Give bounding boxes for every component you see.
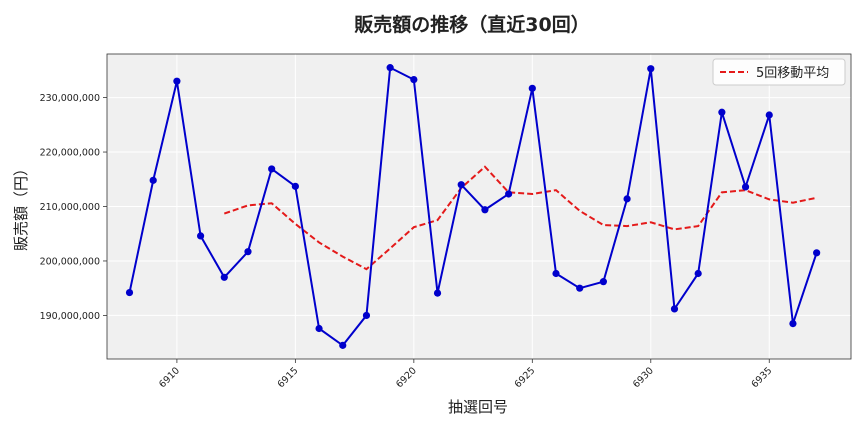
sales-point [813,249,821,257]
sales-point [481,206,489,214]
y-tick-label: 230,000,000 [40,93,100,104]
sales-point [694,269,702,278]
sales-point [647,65,655,73]
x-tick-label: 6935 [749,365,774,390]
sales-point [362,311,371,320]
chart-title: 販売額の推移（直近30回） [354,13,589,36]
sales-point [457,181,465,189]
sales-point [410,75,418,84]
sales-point [125,288,134,297]
sales-point [196,232,205,240]
sales-point [718,108,726,116]
x-tick-label: 6920 [394,365,419,390]
sales-point [505,190,513,198]
sales-point [576,284,584,292]
sales-point [339,341,347,349]
sales-point [173,77,181,85]
y-axis-label: 販売額（円） [12,161,30,251]
sales-point [386,64,394,72]
sales-point [433,289,442,297]
grid [107,54,851,359]
sales-point [599,278,607,286]
y-tick-label: 220,000,000 [40,148,100,159]
y-tick-label: 210,000,000 [40,202,100,213]
sales-point [149,176,157,184]
legend-label-moving-average: 5回移動平均 [756,66,829,81]
y-tick-label: 200,000,000 [40,256,100,267]
x-axis-label: 抽選回号 [448,398,508,416]
sales-point [552,269,560,278]
sales-point [670,305,679,313]
y-tick-label: 190,000,000 [40,311,100,322]
legend: 5回移動平均 [712,58,846,86]
legend-box [712,58,846,86]
x-tick-label: 6930 [631,365,656,390]
x-tick-label: 6925 [513,365,538,390]
sales-point [315,324,323,333]
moving-average-line [223,165,817,271]
x-tick-label: 6910 [157,365,182,390]
sales-point [741,183,750,191]
sales-point [268,165,276,173]
x-tick-label: 6915 [276,365,301,390]
sales-point [765,111,773,119]
sales-point [789,319,797,328]
sales-point [220,273,228,281]
sales-point [623,195,631,203]
sales-point [528,84,536,92]
sales-line [128,66,818,347]
sales-point [244,248,252,256]
series-layer [125,64,821,349]
sales-point [291,182,299,190]
